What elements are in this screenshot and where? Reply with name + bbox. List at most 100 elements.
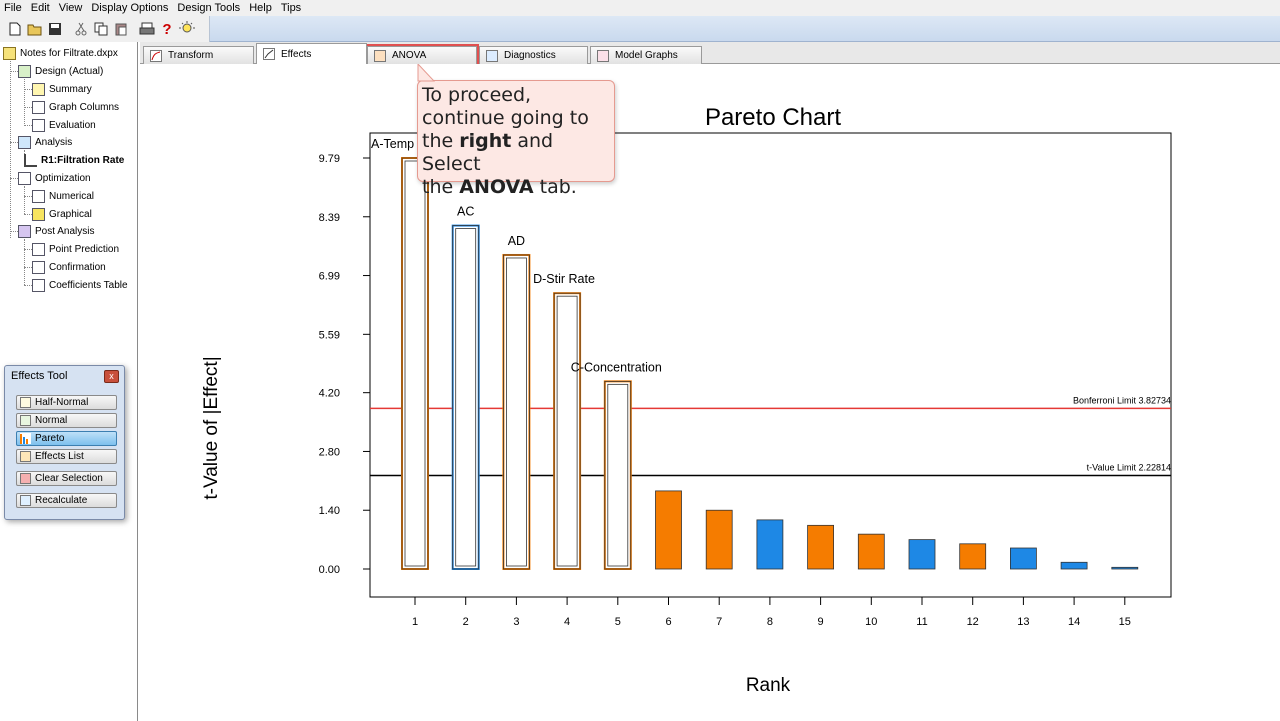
cut-icon[interactable] bbox=[72, 20, 90, 38]
tab-effects[interactable]: Effects bbox=[256, 43, 367, 64]
callout-line: To proceed, bbox=[422, 84, 532, 106]
tree-item-coefficients-table[interactable]: Coefficients Table bbox=[32, 277, 128, 293]
tab-model-graphs[interactable]: Model Graphs bbox=[590, 46, 702, 64]
bar-selection-outline bbox=[505, 257, 527, 567]
tip-bulb-icon[interactable] bbox=[178, 20, 196, 38]
x-tick-label: 15 bbox=[1119, 616, 1131, 628]
x-tick-label: 12 bbox=[967, 616, 979, 628]
bar[interactable] bbox=[959, 543, 987, 570]
effects-tool-title: Effects Tool bbox=[11, 370, 68, 382]
bar[interactable] bbox=[857, 533, 885, 570]
y-tick-label: 9.79 bbox=[319, 153, 340, 165]
tree-item-label: Coefficients Table bbox=[49, 279, 128, 291]
tree-item-design[interactable]: Design (Actual) bbox=[18, 63, 103, 79]
normal-button[interactable]: Normal bbox=[16, 413, 117, 428]
copy-icon[interactable] bbox=[92, 20, 110, 38]
pareto-button[interactable]: Pareto bbox=[16, 431, 117, 446]
folder-icon bbox=[3, 46, 16, 60]
tree-item-label: Optimization bbox=[35, 172, 91, 184]
bar-label: AD bbox=[508, 234, 525, 248]
chart-title: Pareto Chart bbox=[705, 104, 841, 131]
tab-label: Transform bbox=[168, 50, 214, 61]
half-normal-button[interactable]: Half-Normal bbox=[16, 395, 117, 410]
tree-item-confirmation[interactable]: Confirmation bbox=[32, 259, 106, 275]
y-axis-label: t-Value of |Effect| bbox=[201, 356, 222, 499]
summary-icon bbox=[32, 82, 45, 96]
bar[interactable] bbox=[807, 524, 834, 570]
menu-bar: File Edit View Display Options Design Tools H… bbox=[0, 0, 1280, 16]
tree-item-label: Design (Actual) bbox=[35, 65, 104, 77]
point-prediction-icon bbox=[32, 242, 45, 256]
tab-bar: Transform Effects ANOVA Diagnostics Mode… bbox=[140, 42, 1280, 66]
clear-selection-button[interactable]: Clear Selection bbox=[16, 471, 117, 486]
bar-border bbox=[604, 380, 632, 570]
half-normal-icon bbox=[20, 397, 31, 408]
tree-item-filtration-rate[interactable]: R1:Filtration Rate bbox=[24, 152, 124, 168]
bar[interactable] bbox=[705, 509, 733, 570]
diagnostics-icon bbox=[486, 49, 498, 62]
tab-transform[interactable]: Transform bbox=[143, 46, 254, 64]
bar-selection-outline bbox=[404, 160, 426, 567]
tab-anova[interactable]: ANOVA bbox=[365, 44, 479, 66]
x-tick-label: 10 bbox=[865, 616, 877, 628]
menu-design-tools[interactable]: Design Tools bbox=[177, 2, 241, 14]
x-tick-label: 4 bbox=[564, 616, 570, 628]
menu-display-options[interactable]: Display Options bbox=[91, 2, 169, 14]
recalculate-button[interactable]: Recalculate bbox=[16, 493, 117, 508]
tree-item-label: Analysis bbox=[35, 136, 73, 148]
tree-item-numerical[interactable]: Numerical bbox=[32, 188, 94, 204]
new-file-icon[interactable] bbox=[6, 20, 24, 38]
bar[interactable] bbox=[1010, 547, 1037, 570]
tree-item-label: Post Analysis bbox=[35, 225, 95, 237]
tree-item-analysis[interactable]: Analysis bbox=[18, 134, 72, 150]
menu-help[interactable]: Help bbox=[249, 2, 272, 14]
paste-icon[interactable] bbox=[112, 20, 130, 38]
bar[interactable] bbox=[1060, 561, 1088, 570]
bar-border bbox=[553, 292, 581, 570]
bar[interactable] bbox=[655, 490, 682, 570]
tree-root[interactable]: Notes for Filtrate.dxpx bbox=[3, 45, 118, 61]
tree-item-evaluation[interactable]: Evaluation bbox=[32, 117, 96, 133]
effects-list-icon bbox=[20, 451, 31, 462]
menu-edit[interactable]: Edit bbox=[30, 2, 50, 14]
pareto-chart: Pareto Chart t-Value of |Effect| Rank Bo… bbox=[201, 104, 1172, 696]
y-tick-label: 8.39 bbox=[319, 212, 340, 224]
tree-item-post-analysis[interactable]: Post Analysis bbox=[18, 223, 94, 239]
save-icon[interactable] bbox=[46, 20, 64, 38]
model-graphs-icon bbox=[597, 49, 609, 62]
tree-item-point-prediction[interactable]: Point Prediction bbox=[32, 241, 119, 257]
bar[interactable] bbox=[756, 519, 784, 570]
menu-file[interactable]: File bbox=[4, 2, 22, 14]
menu-view[interactable]: View bbox=[58, 2, 83, 14]
x-tick-label: 13 bbox=[1017, 616, 1029, 628]
bar-label: D-Stir Rate bbox=[533, 272, 595, 286]
tab-label: Model Graphs bbox=[615, 50, 678, 61]
bar[interactable] bbox=[1111, 566, 1139, 570]
tree-item-label: Graphical bbox=[49, 208, 92, 220]
tab-diagnostics[interactable]: Diagnostics bbox=[479, 46, 588, 64]
bar-border bbox=[452, 225, 480, 570]
x-tick-label: 9 bbox=[818, 616, 824, 628]
print-icon[interactable] bbox=[138, 20, 156, 38]
bar-selection-outline bbox=[556, 295, 578, 567]
numerical-icon bbox=[32, 189, 45, 203]
tree-item-label: Confirmation bbox=[49, 261, 106, 273]
tree-item-label: Summary bbox=[49, 83, 92, 95]
tree-item-summary[interactable]: Summary bbox=[32, 81, 92, 97]
button-label: Half-Normal bbox=[35, 397, 89, 408]
menu-tips[interactable]: Tips bbox=[280, 2, 302, 14]
button-label: Clear Selection bbox=[35, 473, 103, 484]
bar[interactable] bbox=[908, 539, 936, 570]
open-folder-icon[interactable] bbox=[26, 20, 44, 38]
effects-list-button[interactable]: Effects List bbox=[16, 449, 117, 464]
effects-icon bbox=[263, 48, 275, 60]
help-icon[interactable]: ? bbox=[162, 20, 172, 38]
tree-item-graph-columns[interactable]: Graph Columns bbox=[32, 99, 119, 115]
tree-item-graphical[interactable]: Graphical bbox=[32, 206, 92, 222]
bar-border bbox=[502, 254, 530, 570]
y-tick-label: 0.00 bbox=[319, 564, 340, 576]
close-icon[interactable]: x bbox=[104, 370, 119, 383]
instruction-callout: To proceed, continue going to the right … bbox=[417, 80, 615, 198]
bar-border bbox=[401, 157, 429, 570]
tree-item-optimization[interactable]: Optimization bbox=[18, 170, 91, 186]
